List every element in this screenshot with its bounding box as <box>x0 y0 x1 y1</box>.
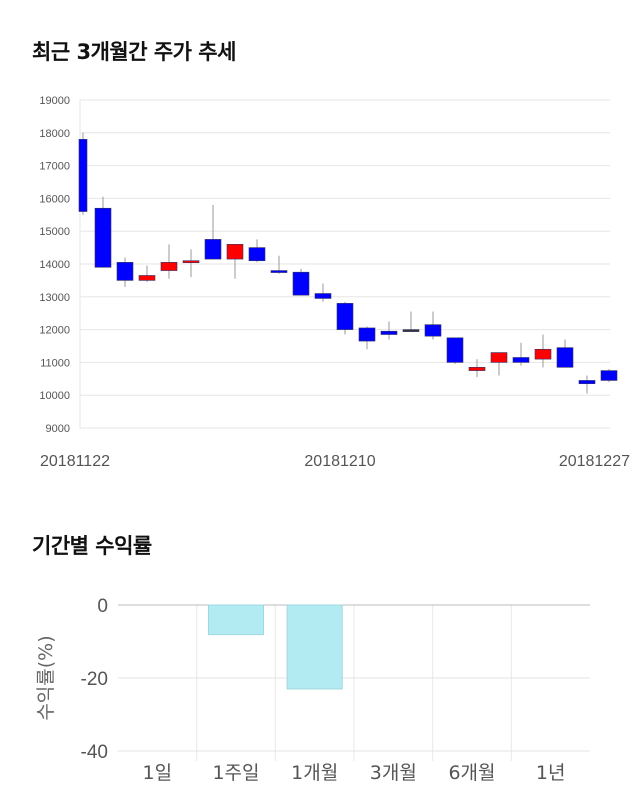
y-axis-label: 수익률(%) <box>35 635 57 720</box>
returns-chart-title: 기간별 수익률 <box>32 534 152 558</box>
x-tick-label: 20181122 <box>40 453 110 470</box>
candle-body <box>600 370 618 381</box>
y-tick-label: 19000 <box>39 95 70 107</box>
candle-body <box>358 327 376 342</box>
x-tick-label: 6개월 <box>448 762 495 784</box>
y-tick-label: 0 <box>97 596 108 617</box>
y-tick-label: 11000 <box>40 357 70 369</box>
candle-body <box>314 293 332 299</box>
x-tick-label: 3개월 <box>370 762 417 784</box>
x-tick-label: 1년 <box>536 762 566 784</box>
candle-body <box>94 207 112 268</box>
candle-body <box>578 380 596 385</box>
y-tick-label: 14000 <box>39 259 70 271</box>
return-bar <box>207 604 265 636</box>
candle-body <box>226 244 244 260</box>
y-tick-label: 16000 <box>39 193 70 205</box>
candle-body <box>534 348 552 360</box>
candle-body <box>424 324 442 337</box>
candle-body <box>292 271 310 296</box>
return-bar <box>286 604 343 690</box>
candle-body <box>248 247 266 262</box>
y-tick-label: 13000 <box>39 292 70 304</box>
y-tick-label: 18000 <box>39 128 70 140</box>
candle-body <box>512 357 530 363</box>
candle-body <box>380 330 398 335</box>
x-tick-label: 1일 <box>143 762 173 784</box>
candle-body <box>78 139 88 212</box>
y-tick-label: 10000 <box>39 390 70 402</box>
y-tick-label: 17000 <box>39 161 70 173</box>
y-tick-label: 9000 <box>46 423 70 435</box>
x-tick-label: 20181227 <box>559 453 630 470</box>
price-candlestick-chart: 9000 10000 11000 12000 13000 14000 15000 16000 1… <box>39 95 630 470</box>
x-tick-label: 1주일 <box>212 762 259 784</box>
x-tick-label: 1개월 <box>291 762 338 784</box>
candle-body <box>468 367 486 371</box>
y-tick-label: -40 <box>81 742 108 763</box>
price-chart-title: 최근 3개월간 주가 추세 <box>32 40 236 64</box>
candle-body <box>160 262 178 271</box>
candle-body <box>204 239 222 260</box>
y-tick-label: 15000 <box>39 226 70 238</box>
candle-body <box>402 329 420 332</box>
candle-body <box>446 337 464 363</box>
y-tick-label: 12000 <box>39 325 70 337</box>
candle-body <box>116 262 134 281</box>
candle-body <box>556 347 574 368</box>
y-tick-label: -20 <box>81 669 108 690</box>
candle-body <box>138 275 156 281</box>
x-tick-label: 20181210 <box>304 453 375 470</box>
candle-body <box>490 352 508 363</box>
candle-body <box>182 260 200 264</box>
candle-body <box>336 303 354 330</box>
candle-body <box>270 270 288 273</box>
